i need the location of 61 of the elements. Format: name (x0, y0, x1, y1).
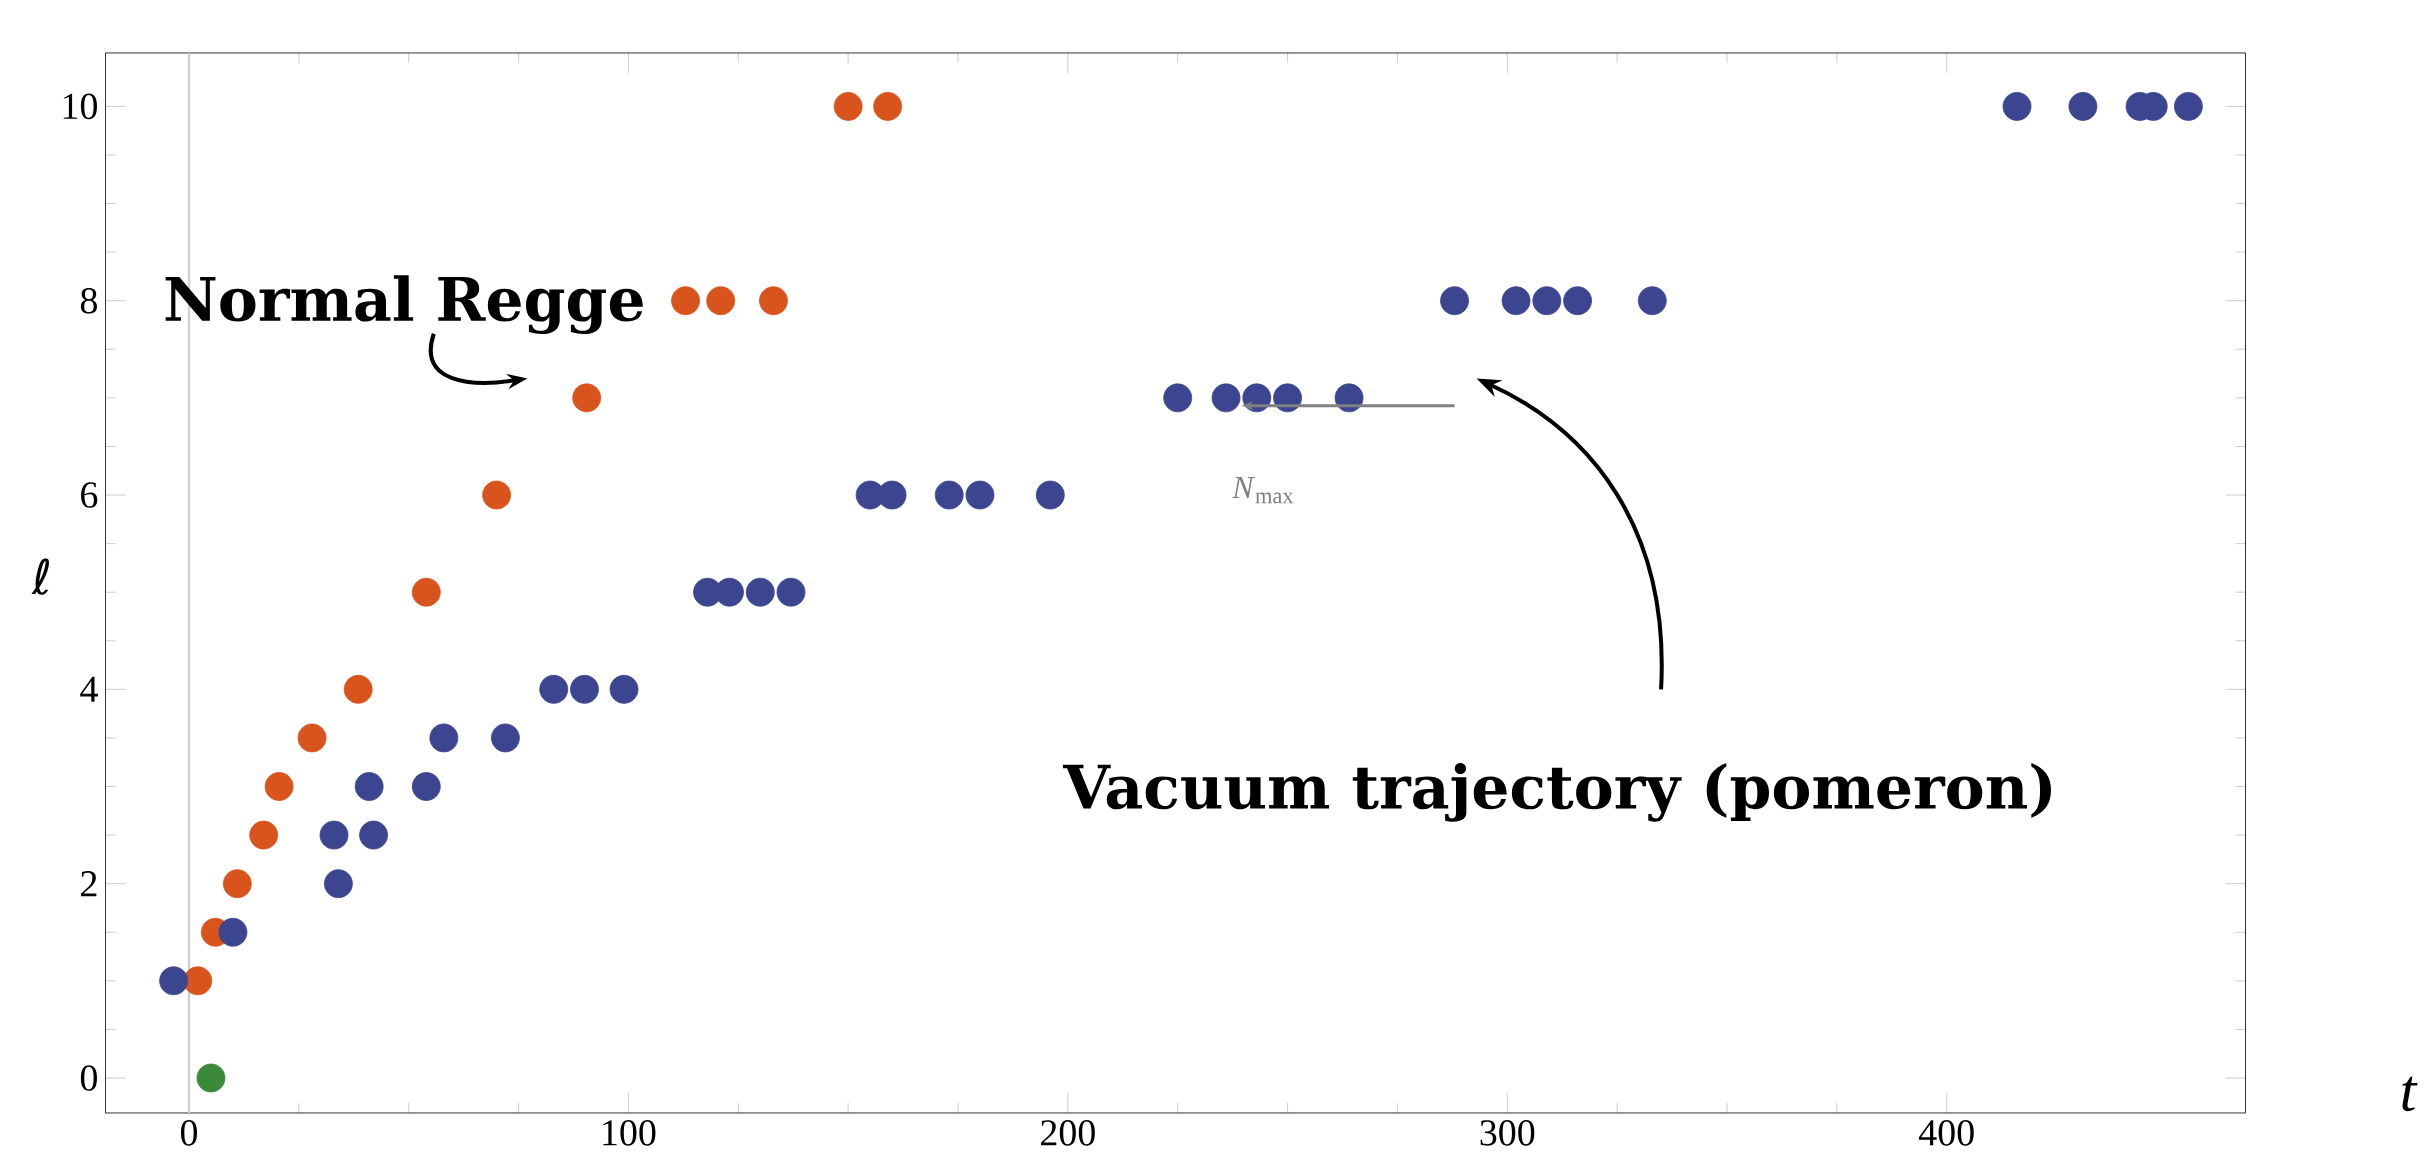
point (359, 820, 388, 850)
point (2173, 91, 2203, 121)
point (411, 577, 441, 607)
point (1163, 383, 1193, 413)
y-tick-label: 2 (81, 871, 97, 897)
y-tick-label: 10 (63, 93, 97, 120)
point (1273, 383, 1302, 413)
point (572, 383, 602, 413)
point (706, 286, 736, 316)
point (759, 286, 788, 316)
point (2002, 91, 2032, 121)
point (1532, 286, 1562, 316)
y-axis-title: ℓ (31, 558, 49, 595)
point (934, 480, 964, 510)
y-tick-label: 0 (80, 1065, 97, 1091)
point (1563, 286, 1592, 316)
x-axis-title: t (2402, 1076, 2418, 1112)
point (159, 966, 189, 996)
point (609, 674, 639, 704)
x-tick-label: 400 (1918, 1120, 1974, 1146)
x-tick-label: 100 (603, 1120, 656, 1146)
point (873, 91, 903, 121)
point (482, 480, 511, 510)
point (343, 674, 373, 704)
point (354, 772, 384, 801)
point (2068, 91, 2098, 121)
point (249, 820, 279, 850)
point (490, 723, 520, 753)
point (297, 723, 327, 753)
y-tick-label: 4 (80, 676, 98, 702)
point (264, 772, 294, 801)
x-tick-label: 300 (1480, 1120, 1535, 1146)
annotation: Normal Regge (165, 275, 643, 335)
annotation: Vacuum trajectory (pomeron) (1062, 762, 2051, 822)
point (671, 286, 700, 316)
annotation: N$_{max}$ (1231, 476, 1294, 504)
point (218, 917, 248, 947)
x-tick-label: 0 (180, 1120, 198, 1146)
point (1211, 383, 1241, 413)
point (183, 966, 213, 996)
point (1334, 383, 1364, 413)
point (1501, 286, 1531, 316)
point (833, 91, 863, 121)
point (539, 674, 569, 704)
x-tick-label: 200 (1041, 1120, 1095, 1146)
point (1440, 286, 1469, 316)
point (965, 480, 995, 510)
point (429, 723, 459, 753)
y-tick-label: 6 (81, 482, 98, 508)
point (411, 772, 441, 801)
y-tick-label: 8 (80, 287, 97, 314)
point (745, 577, 775, 607)
point (324, 869, 353, 899)
point (715, 577, 744, 607)
point (570, 674, 599, 704)
point (1035, 480, 1065, 510)
point (1637, 286, 1667, 316)
point (222, 869, 252, 899)
point (196, 1063, 226, 1093)
point (319, 820, 349, 850)
point (776, 577, 806, 607)
